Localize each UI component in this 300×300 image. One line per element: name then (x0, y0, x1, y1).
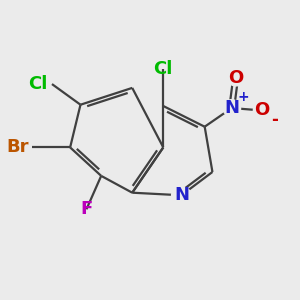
Ellipse shape (223, 100, 241, 116)
Ellipse shape (172, 187, 191, 204)
Text: Cl: Cl (154, 60, 173, 78)
Text: -: - (271, 111, 278, 129)
Text: N: N (174, 186, 189, 204)
Text: O: O (228, 69, 243, 87)
Text: +: + (237, 90, 249, 104)
Text: Cl: Cl (28, 75, 47, 93)
Text: F: F (80, 200, 93, 218)
Text: Br: Br (7, 138, 29, 156)
Text: O: O (255, 101, 270, 119)
Text: N: N (224, 99, 239, 117)
Ellipse shape (227, 69, 244, 86)
Ellipse shape (254, 102, 271, 119)
